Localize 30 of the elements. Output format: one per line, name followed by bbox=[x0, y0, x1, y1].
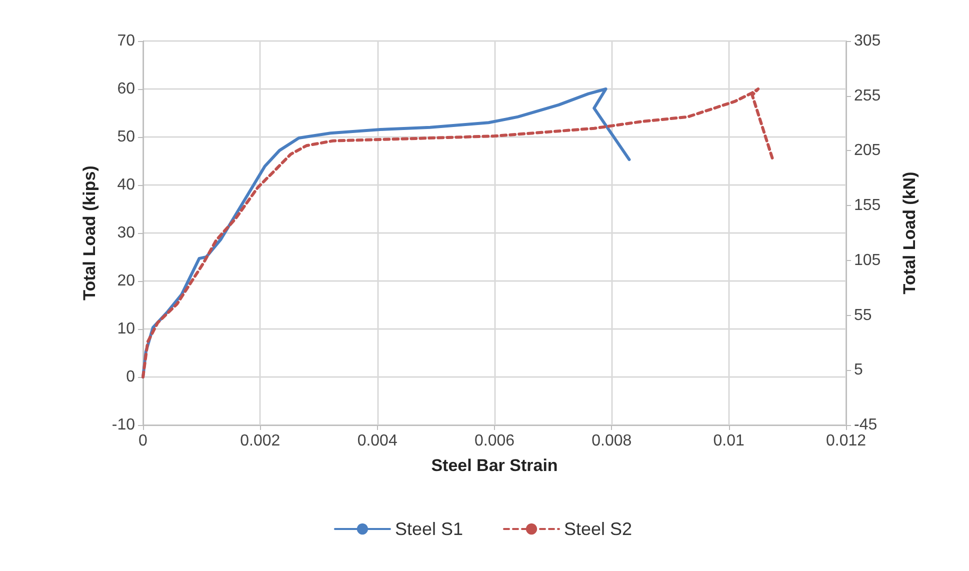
y-tick-label: 10 bbox=[117, 320, 136, 338]
x-tick-label: 0.012 bbox=[826, 432, 866, 450]
y-tick-label: 40 bbox=[117, 176, 136, 194]
y-tick-label: 30 bbox=[117, 224, 136, 242]
y2-tick-label: 55 bbox=[854, 306, 872, 324]
y2-axis-title: Total Load (kN) bbox=[900, 172, 919, 294]
y-tick-label: -10 bbox=[112, 416, 136, 434]
y-tick-label: 20 bbox=[117, 272, 136, 290]
y-tick-label: 60 bbox=[117, 80, 136, 98]
y2-tick-label: 155 bbox=[854, 197, 881, 214]
y2-tick-label: 5 bbox=[854, 362, 863, 379]
y-tick-label: 70 bbox=[117, 32, 136, 50]
y2-tick-label: 105 bbox=[854, 252, 881, 269]
y2-tick-label: 255 bbox=[854, 87, 881, 104]
y-tick-label: 50 bbox=[117, 128, 136, 146]
y-tick-label: 0 bbox=[126, 368, 136, 386]
x-tick-label: 0.004 bbox=[357, 432, 398, 450]
legend-label: Steel S1 bbox=[394, 519, 463, 539]
y2-tick-label: 305 bbox=[854, 32, 881, 50]
x-tick-label: 0.008 bbox=[592, 432, 632, 450]
x-tick-label: 0.01 bbox=[713, 432, 745, 450]
y2-tick-label: 205 bbox=[854, 142, 881, 160]
legend-label: Steel S2 bbox=[564, 519, 632, 539]
x-tick-label: 0.006 bbox=[474, 432, 515, 450]
y-axis-title: Total Load (kips) bbox=[80, 166, 99, 300]
line-series bbox=[142, 88, 774, 378]
x-tick-label: 0 bbox=[138, 432, 148, 450]
y2-tick-label: -45 bbox=[854, 416, 878, 434]
x-tick-label: 0.002 bbox=[240, 432, 280, 450]
x-axis-title: Steel Bar Strain bbox=[431, 456, 558, 475]
